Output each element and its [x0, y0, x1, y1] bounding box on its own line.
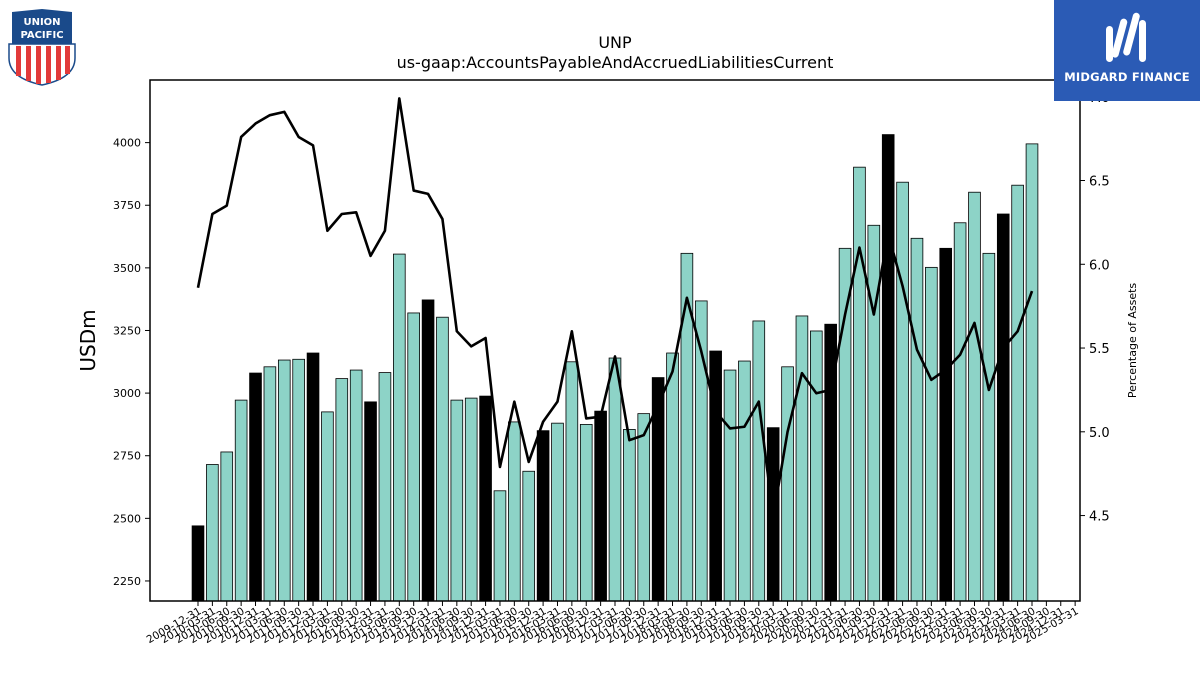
- bar: [996, 213, 1010, 602]
- bar: [637, 413, 651, 602]
- bar: [1025, 143, 1039, 602]
- midgard-finance-banner: MIDGARD FINANCE: [1054, 0, 1200, 101]
- chart-title: UNP: [598, 33, 632, 52]
- bar: [479, 395, 492, 602]
- bar: [925, 266, 938, 602]
- bar: [694, 300, 708, 602]
- union-pacific-shield-logo: UNION PACIFIC: [8, 9, 76, 86]
- y-tick-label: 3500: [113, 262, 141, 275]
- bar: [292, 358, 305, 602]
- bar: [795, 315, 809, 602]
- midgard-finance-logo: [1106, 12, 1146, 62]
- y-tick-label: 2250: [113, 575, 141, 588]
- bar: [953, 222, 967, 602]
- bar: [249, 372, 262, 602]
- bar: [939, 247, 953, 602]
- bar: [263, 366, 277, 602]
- chart-subtitle: us-gaap:AccountsPayableAndAccruedLiabili…: [396, 53, 834, 72]
- bar: [666, 352, 679, 602]
- bar: [421, 299, 435, 602]
- bar: [896, 181, 909, 602]
- bar: [680, 252, 694, 602]
- bar: [234, 399, 248, 602]
- logo-text-line1: UNION: [23, 17, 60, 28]
- y-axis-label: USDm: [76, 309, 100, 371]
- bar: [508, 421, 521, 602]
- bar: [407, 312, 420, 602]
- bar: [206, 464, 219, 602]
- bar: [364, 401, 377, 602]
- y2-tick-label: 6.0: [1089, 258, 1110, 273]
- y2-tick-label: 6.5: [1089, 175, 1110, 190]
- percentage-line: [196, 97, 1034, 519]
- bar: [709, 350, 722, 602]
- bar: [910, 237, 924, 602]
- bar: [623, 429, 636, 602]
- bar: [982, 252, 996, 602]
- y2-tick-label: 5.5: [1089, 342, 1110, 357]
- y-tick-label: 3000: [113, 387, 141, 400]
- axes: 2250 2500 2750 3000 3250 3500 3750 4000 4.5 5.0 5.…: [76, 79, 1139, 646]
- bar: [810, 330, 823, 602]
- bar: [881, 134, 895, 602]
- y2-tick-label: 4.5: [1089, 510, 1110, 525]
- y2-axis-label: Percentage of Assets: [1126, 283, 1139, 399]
- bar: [493, 490, 507, 602]
- bar: [393, 253, 406, 602]
- bar: [191, 525, 205, 602]
- bar: [752, 320, 766, 602]
- bar: [867, 224, 881, 602]
- line-series: [196, 97, 1034, 519]
- bar: [565, 361, 579, 602]
- bar: [853, 166, 866, 602]
- logo-text-line2: PACIFIC: [20, 30, 63, 41]
- bar: [522, 470, 536, 602]
- bar: [1011, 184, 1024, 602]
- bar: [321, 411, 334, 602]
- bar: [579, 424, 593, 602]
- y-tick-label: 2500: [113, 512, 141, 525]
- bar: [349, 369, 363, 602]
- bar: [335, 378, 349, 602]
- brand-name: MIDGARD FINANCE: [1064, 70, 1190, 84]
- bar-series: [191, 134, 1039, 602]
- bar: [464, 397, 478, 602]
- y-tick-label: 2750: [113, 450, 141, 463]
- bar: [608, 357, 622, 602]
- y2-tick-label: 5.0: [1089, 426, 1110, 441]
- bar: [436, 316, 449, 602]
- bar: [450, 399, 464, 602]
- bar: [536, 430, 550, 602]
- bar: [306, 352, 320, 602]
- y-tick-label: 4000: [113, 137, 141, 150]
- bar: [594, 410, 607, 602]
- bar: [738, 360, 751, 602]
- bar: [551, 422, 564, 602]
- bar: [968, 191, 981, 602]
- bar: [277, 359, 291, 602]
- y-tick-label: 3750: [113, 199, 141, 212]
- y-tick-label: 3250: [113, 324, 141, 337]
- bar: [378, 372, 392, 602]
- bar: [723, 369, 737, 602]
- bar: [220, 451, 234, 602]
- bar: [781, 366, 794, 602]
